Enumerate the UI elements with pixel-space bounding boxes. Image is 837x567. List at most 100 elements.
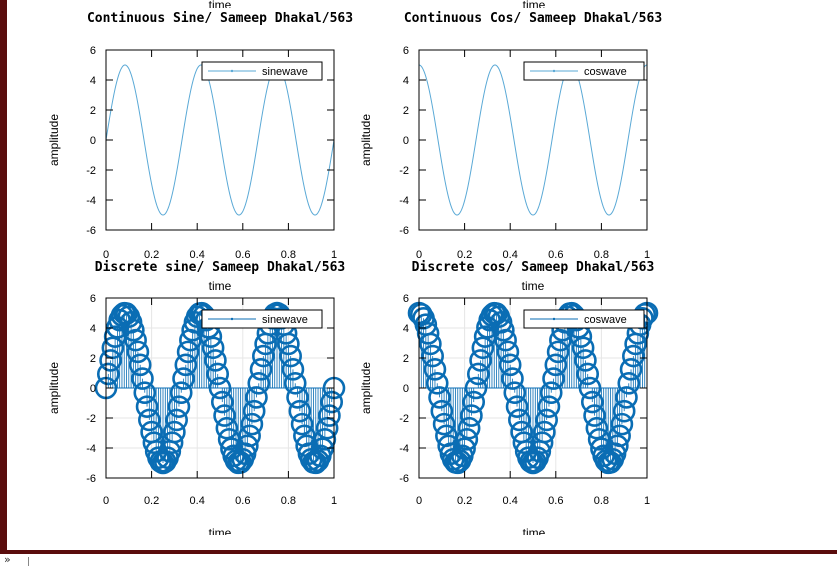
window-left-border [0,0,7,567]
chart-title: Discrete sine/ Sameep Dhakal/563 [95,260,345,275]
stem-marker [498,353,522,377]
stem-marker [419,332,442,356]
stem-marker [471,336,495,360]
chart-panel-3: 0 0.2 0.4 0.6 0.8 1 6 4 2 0 -2 -4 -6 Discrete sine/ S… [47,260,346,507]
y-axis-label: amplitude [359,362,373,414]
stem-marker [236,434,259,458]
y-tick-label: 2 [90,353,96,365]
y-tick-label: 0 [90,383,96,395]
chart-panel-1: 0 0.2 0.4 0.6 0.8 1 6 4 2 0 -2 -4 -6 Continuous Sine/… [47,11,353,261]
legend: sinewave [201,61,323,81]
stem-marker [466,362,490,386]
x-tick-label: 0.4 [190,495,205,507]
stem-marker [430,399,454,423]
stem-marker [288,399,312,423]
y-tick-label: 4 [403,323,409,335]
stem-marker [169,381,193,405]
series-line-coswave [418,64,648,216]
stem-marker [167,395,191,418]
y-tick-label: 0 [403,383,409,395]
chart-title: Discrete cos/ Sameep Dhakal/563 [412,260,655,275]
x-tick-label: 0.2 [144,249,159,261]
stem-marker [213,404,236,427]
stem-marker [492,318,515,342]
y-tick-label: -2 [86,165,96,177]
x-tick-label: 0.6 [235,249,250,261]
legend-marker-swatch [552,317,556,321]
stem-marker [574,349,597,372]
stem-marker [313,428,337,451]
stem-marker [206,362,230,386]
legend-marker-swatch [230,317,234,321]
stem-marker [501,367,524,390]
y-tick-label: 2 [90,105,96,117]
stem-marker [539,381,563,405]
stem-marker [455,428,479,451]
stem-marker [131,367,154,390]
stem-marker [153,450,177,473]
stem-marker [585,416,609,440]
chart-panel-2: 0 0.2 0.4 0.6 0.8 1 6 4 2 0 -2 -4 -6 Continuous Cos/ … [359,11,662,261]
y-tick-label: 6 [90,45,96,57]
stem-marker [249,358,273,381]
stem-marker [133,381,157,405]
y-tick-label: 2 [403,353,409,365]
stem-marker [542,367,565,390]
stem-marker [245,386,268,409]
stem-marker [453,437,476,460]
prompt-chevron-icon: » [4,553,11,566]
y-axis-label: amplitude [47,114,61,166]
stem-marker [457,416,481,440]
x-tick-label: 0 [416,249,422,261]
stem-marker [240,412,264,436]
figure-canvas: time time time time 0 0.2 0.4 0.6 0.8 1 6 4 2 0 -2 -4 -6… [47,0,662,540]
x-tick-label: 0.2 [144,495,159,507]
y-tick-label: 4 [90,75,96,87]
stem-marker [423,358,447,381]
stem-marker [409,303,433,326]
stem-marker [546,340,570,364]
bottom-cut-xlabel-2: time [523,526,546,540]
stem-marker [580,390,604,414]
legend-box [201,61,323,81]
stem-marker [99,349,122,372]
stem-marker [505,395,529,418]
bottom-cut-xlabel-1: time [209,526,232,540]
stem-marker [201,336,225,360]
y-tick-label: 4 [403,75,409,87]
stem-marker [608,424,631,448]
stem-marker [286,386,309,409]
legend-label: coswave [584,66,627,78]
text-cursor [28,557,29,566]
y-tick-label: 0 [403,135,409,147]
stem-marker [290,412,314,436]
y-tick-label: -6 [86,225,96,237]
y-axis-label: amplitude [359,114,373,166]
stem-marker [421,344,444,368]
x-tick-label: 1 [644,249,650,261]
stem-marker [279,344,302,368]
legend: coswave [523,309,645,329]
legend: coswave [523,61,645,81]
y-axis-label: amplitude [47,362,61,414]
y-tick-label: 4 [90,323,96,335]
stem-marker [469,349,492,372]
x-tick-label: 0 [103,495,109,507]
stem-marker [242,399,266,423]
stem-marker [247,371,271,395]
stem-marker [428,386,451,409]
stem-marker [281,358,305,381]
stem-marker [126,340,150,364]
command-strip[interactable] [0,554,837,567]
stem-marker [135,395,159,418]
legend-box [523,61,645,81]
stem-marker [576,362,600,386]
stem-marker [174,353,198,377]
x-axis-label: time [522,279,545,293]
stem-marker [311,437,334,460]
x-tick-label: 0.4 [190,249,205,261]
x-tick-label: 0.6 [548,249,563,261]
stem-marker [496,340,520,364]
legend: sinewave [201,309,323,329]
legend-label: sinewave [262,66,308,78]
